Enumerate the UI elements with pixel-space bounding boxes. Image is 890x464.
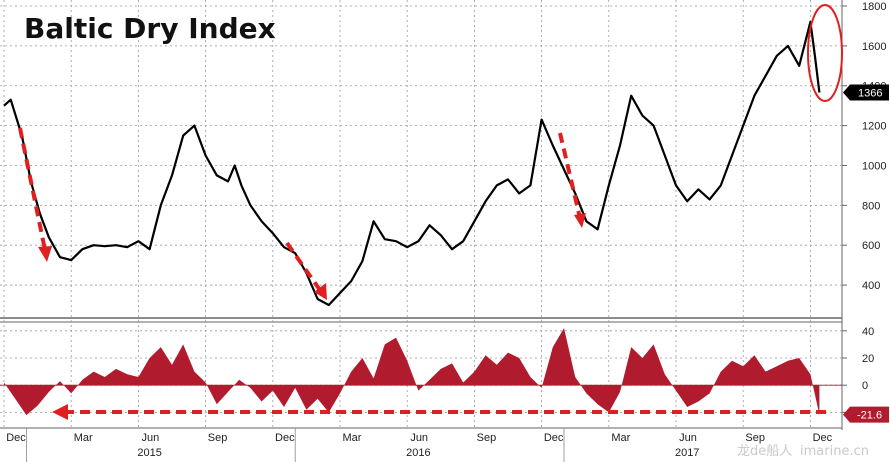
- grid-top: [0, 5, 842, 286]
- y-tick-label: 1600: [862, 41, 886, 53]
- y-tick-label: 600: [862, 240, 880, 252]
- last-value-tag-bottom: -21.6: [843, 406, 889, 423]
- watermark-cn: 龙de船人: [737, 444, 792, 459]
- x-tick-month: Jun: [679, 432, 697, 444]
- arrow-head-1: [38, 246, 52, 262]
- x-tick-month: Jun: [142, 432, 160, 444]
- x-tick-month: Dec: [544, 432, 564, 444]
- x-tick-month: Mar: [74, 432, 93, 444]
- y-tick-label: 0: [862, 380, 868, 392]
- y-tick-label: 1800: [862, 1, 886, 13]
- x-tick-month: Mar: [611, 432, 630, 444]
- arrow-decline-2016: [558, 132, 582, 219]
- y-tick-label: 20: [862, 353, 874, 365]
- x-tick-month: Sep: [208, 432, 228, 444]
- x-axis-months: Dec Mar Jun Sep Dec Mar Jun Sep Dec Mar Jun Sep Dec: [6, 432, 832, 444]
- annotation-arrows: [18, 127, 826, 414]
- x-axis-years: 2015 2016 2017: [25, 428, 699, 462]
- last-value-tag-top: 1366: [843, 84, 889, 101]
- bdi-series-line: [3, 20, 821, 307]
- x-tick-month: Sep: [745, 432, 765, 444]
- y-tick-label: 800: [862, 200, 880, 212]
- y-tick-label: 400: [862, 280, 880, 292]
- watermark-url: imarine.cn: [800, 444, 869, 459]
- arrow-head-3: [574, 213, 586, 228]
- y-tick-label: 1000: [862, 160, 886, 172]
- last-value-bottom: -21.6: [857, 410, 882, 422]
- x-tick-month: Dec: [813, 432, 833, 444]
- x-tick-year: 2016: [406, 447, 430, 459]
- arrow-decline-2015: [285, 241, 324, 295]
- x-tick-year: 2017: [675, 447, 699, 459]
- y-tick-label: 40: [862, 326, 874, 338]
- arrow-decline-2014: [18, 127, 47, 251]
- grid-vertical: [3, 0, 811, 428]
- x-tick-month: Dec: [6, 432, 26, 444]
- highlight-ellipse: [807, 4, 843, 102]
- x-tick-month: Sep: [477, 432, 497, 444]
- oscillator-series-area: [4, 328, 820, 416]
- y-tick-label: 1200: [862, 121, 886, 133]
- arrow-head-4: [52, 404, 68, 420]
- last-value-top: 1366: [858, 88, 882, 100]
- x-tick-month: Mar: [343, 432, 362, 444]
- x-tick-year: 2015: [137, 447, 161, 459]
- chart-title: Baltic Dry Index: [24, 12, 276, 45]
- arrow-heads: [38, 213, 586, 420]
- y-axis-top-ticks: 40060080010001200140016001800: [842, 1, 886, 292]
- x-tick-month: Jun: [410, 432, 428, 444]
- grid-bottom: [0, 330, 842, 413]
- x-tick-month: Dec: [275, 432, 295, 444]
- watermark: 龙de船人 imarine.cn: [737, 444, 869, 459]
- arrow-head-2: [314, 283, 327, 300]
